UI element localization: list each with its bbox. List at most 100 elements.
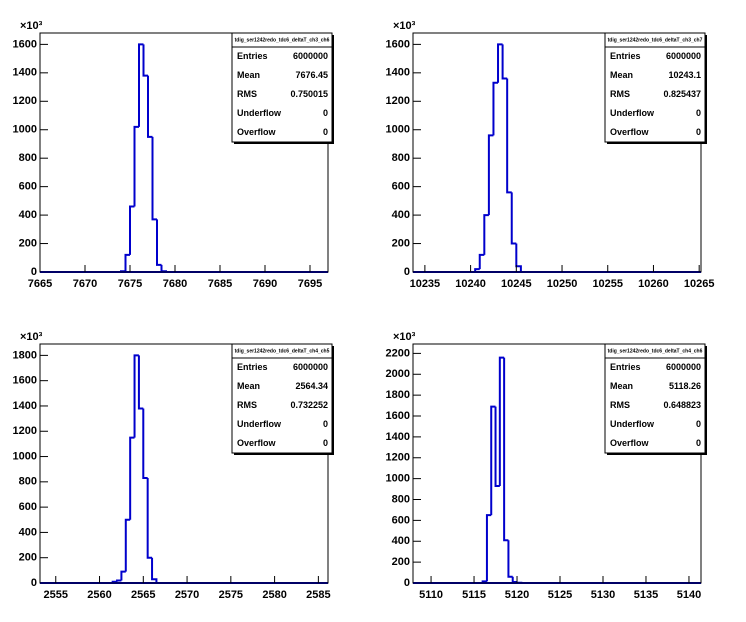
- y-tick-label: 1000: [13, 450, 37, 462]
- panel: 7665 7670 7675 7680 7685 7690 7695 0 200 400 600 80…: [13, 20, 334, 290]
- histogram-bin: [507, 540, 513, 578]
- x-tick-label: 5115: [462, 589, 486, 601]
- stats-box: [231, 343, 333, 454]
- stats-label: Overflow: [610, 127, 650, 137]
- stats-value: 10243.1: [668, 70, 701, 80]
- stats-label: Overflow: [237, 438, 277, 448]
- histogram-bin: [160, 264, 167, 273]
- x-tick-label: 10255: [592, 278, 623, 290]
- histogram-bin: [506, 78, 512, 194]
- y-tick-label: 2200: [386, 347, 410, 359]
- frame: [39, 32, 329, 273]
- y-tick-label: 400: [392, 535, 410, 547]
- y-tick-label: 800: [392, 152, 410, 164]
- stats-value: 0: [696, 419, 701, 429]
- x-tick-label: 10240: [455, 278, 486, 290]
- histogram-bin: [485, 514, 492, 582]
- histogram-bin: [138, 43, 144, 127]
- stats-label: Entries: [237, 362, 268, 372]
- y-tick-label: 0: [404, 266, 410, 278]
- x-tick-label: 5140: [677, 589, 701, 601]
- stats-value: 0: [696, 438, 701, 448]
- y-tick-label: 1200: [386, 95, 410, 107]
- stats-label: Mean: [237, 381, 260, 391]
- y-tick-label: 200: [392, 556, 410, 568]
- histogram-bin: [494, 406, 500, 487]
- frame: [412, 32, 702, 273]
- x-tick-label: 2585: [306, 589, 330, 601]
- panel: 5110 5115 5120 5125 5130 5135 5140 0 200 400 600 80…: [386, 331, 707, 601]
- stats-value: 0: [323, 108, 328, 118]
- stats-value: 7676.45: [295, 70, 328, 80]
- y-tick-label: 0: [404, 577, 410, 589]
- x-tick-label: 7670: [73, 278, 97, 290]
- y-tick-label: 0: [31, 577, 37, 589]
- histogram-bin: [151, 136, 157, 221]
- histogram-bin: [490, 405, 496, 516]
- histogram-bin: [478, 253, 485, 270]
- y-tick-label: 1400: [386, 67, 410, 79]
- stats-label: Underflow: [610, 419, 655, 429]
- histogram-bin: [116, 579, 122, 582]
- stats-value: 6000000: [293, 51, 328, 61]
- stats-label: RMS: [237, 400, 257, 410]
- y-tick-label: 1200: [13, 95, 37, 107]
- y-tick-label: 0: [31, 266, 37, 278]
- histogram-bin: [151, 557, 158, 583]
- stats-value: 0: [323, 127, 328, 137]
- y-tick-label: 1200: [13, 425, 37, 437]
- stats-title: tdig_ser1242redo_tdc6_deltaT_ch4_ch5: [235, 348, 330, 354]
- x-tick-label: 5130: [591, 589, 615, 601]
- panel: 2555 2560 2565 2570 2575 2580 2585 0 200 400 600 80…: [13, 331, 334, 601]
- stats-label: Overflow: [237, 127, 277, 137]
- histogram-bin: [511, 576, 518, 583]
- y-tick-label: 600: [19, 501, 37, 513]
- histogram-bin: [133, 354, 139, 438]
- histogram-bin: [124, 253, 130, 272]
- histogram-bin: [142, 408, 148, 480]
- stats-box: [231, 32, 333, 143]
- histogram-bin: [503, 357, 509, 542]
- stats-value: 0: [696, 108, 701, 118]
- x-tick-label: 5125: [548, 589, 572, 601]
- stats-value: 0: [323, 419, 328, 429]
- stats-title: tdig_ser1242redo_tdc6_deltaT_ch3_ch6: [235, 37, 330, 43]
- y-tick-label: 1000: [386, 473, 410, 485]
- stats-box: [604, 343, 706, 454]
- stats-title: tdig_ser1242redo_tdc6_deltaT_ch3_ch7: [608, 37, 703, 43]
- x-tick-label: 2565: [131, 589, 155, 601]
- frame: [39, 343, 329, 584]
- y-tick-label: 800: [392, 493, 410, 505]
- x-tick-label: 10260: [638, 278, 669, 290]
- stats-label: RMS: [610, 89, 630, 99]
- y-tick-label: 1800: [386, 389, 410, 401]
- histogram-bin: [492, 81, 499, 136]
- histogram-bin: [501, 44, 508, 80]
- x-tick-label: 7675: [118, 278, 142, 290]
- stats-value: 6000000: [666, 362, 701, 372]
- x-tick-label: 2560: [87, 589, 111, 601]
- x-tick-label: 7690: [253, 278, 277, 290]
- stats-label: Entries: [610, 51, 641, 61]
- stats-value: 0: [696, 127, 701, 137]
- histogram-bin: [510, 192, 517, 245]
- y-tick-label: 1400: [386, 431, 410, 443]
- y-multiplier: ×10³: [20, 331, 43, 343]
- stats-value: 0.750015: [290, 89, 328, 99]
- x-tick-label: 2575: [219, 589, 243, 601]
- y-tick-label: 400: [19, 526, 37, 538]
- y-multiplier: ×10³: [393, 20, 416, 32]
- y-tick-label: 800: [19, 152, 37, 164]
- x-tick-label: 7665: [28, 278, 52, 290]
- x-tick-label: 7680: [163, 278, 187, 290]
- stats-label: Entries: [610, 362, 641, 372]
- stats-label: RMS: [610, 400, 630, 410]
- histogram-bin: [133, 125, 139, 207]
- stats-label: Overflow: [610, 438, 650, 448]
- histogram-bin: [481, 580, 487, 583]
- histogram-bin: [498, 356, 505, 486]
- stats-label: Mean: [237, 70, 260, 80]
- stats-label: Underflow: [237, 419, 282, 429]
- y-tick-label: 2000: [386, 368, 410, 380]
